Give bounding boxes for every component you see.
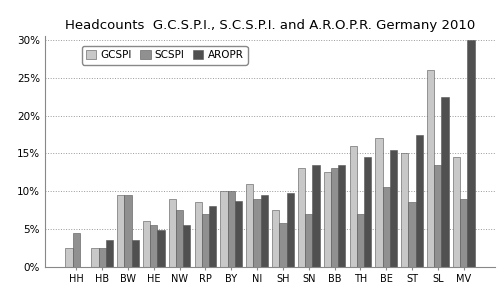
Bar [92,248,98,267]
Bar [382,187,390,267]
Title: Headcounts  G.C.S.P.I., S.C.S.P.I. and A.R.O.P.R. Germany 2010: Headcounts G.C.S.P.I., S.C.S.P.I. and A.… [65,19,475,32]
Bar [416,135,423,267]
Bar [280,223,286,267]
Bar [132,240,139,267]
Bar [228,191,235,267]
Bar [260,195,268,267]
Bar [124,195,132,267]
Bar [66,248,72,267]
Bar [350,146,357,267]
Bar [143,221,150,267]
Bar [390,150,397,267]
Bar [364,157,371,267]
Bar [434,165,442,267]
Bar [312,165,320,267]
Bar [117,195,124,267]
Bar [246,184,254,267]
Bar [324,172,331,267]
Bar [209,206,216,267]
Bar [468,40,474,267]
Bar [460,199,468,267]
Bar [331,168,338,267]
Bar [194,202,202,267]
Bar [220,191,228,267]
Bar [442,97,448,267]
Bar [305,214,312,267]
Bar [427,70,434,267]
Bar [72,233,80,267]
Bar [150,225,158,267]
Bar [453,157,460,267]
Bar [286,193,294,267]
Bar [408,202,416,267]
Bar [98,248,105,267]
Bar [169,199,176,267]
Bar [376,138,382,267]
Legend: GCSPI, SCSPI, AROPR: GCSPI, SCSPI, AROPR [82,46,247,65]
Bar [106,240,113,267]
Bar [158,230,164,267]
Bar [176,210,183,267]
Bar [357,214,364,267]
Bar [235,201,242,267]
Bar [254,199,260,267]
Bar [183,225,190,267]
Bar [401,153,408,267]
Bar [298,168,305,267]
Bar [338,165,345,267]
Bar [272,210,280,267]
Bar [202,214,209,267]
